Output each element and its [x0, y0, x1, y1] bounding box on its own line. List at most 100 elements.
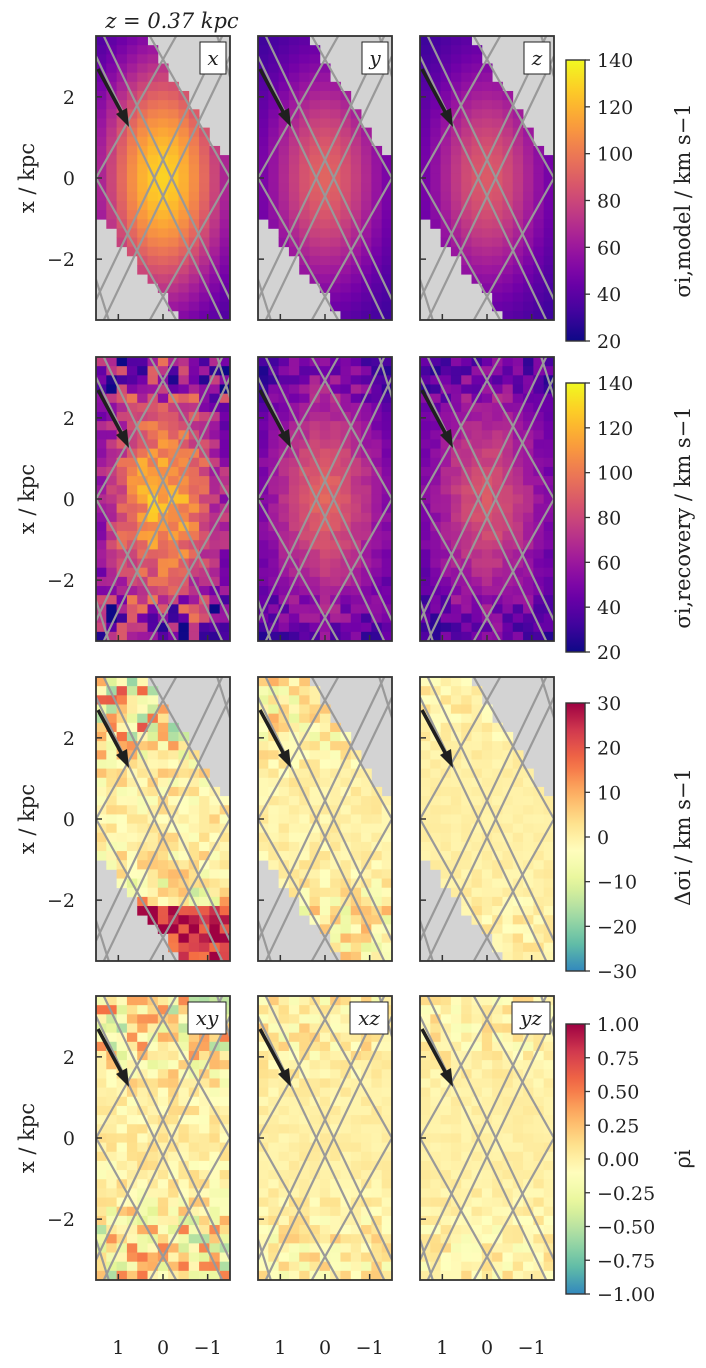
heatmap-cell: [461, 1261, 472, 1272]
heatmap-cell: [147, 1160, 159, 1171]
heatmap-cell: [502, 173, 514, 183]
heatmap-cell: [502, 823, 514, 834]
heatmap-cell: [440, 1206, 452, 1217]
heatmap-cell: [96, 210, 107, 220]
heatmap-cell: [309, 411, 321, 422]
heatmap-cell: [450, 677, 462, 687]
heatmap-cell: [471, 1160, 483, 1171]
heatmap-cell: [330, 869, 341, 879]
heatmap-cell: [258, 1069, 269, 1079]
heatmap-cell: [330, 255, 341, 266]
component-tag-box: [349, 1001, 389, 1035]
heatmap-cell: [157, 1124, 169, 1134]
heatmap-cell: [209, 191, 221, 202]
heatmap-cell: [450, 996, 462, 1006]
guide-line: [216, 677, 230, 718]
heatmap-cell: [157, 164, 169, 174]
heatmap-cell: [219, 1261, 230, 1272]
heatmap-cell: [137, 1041, 148, 1052]
heatmap-cell: [288, 366, 300, 376]
heatmap-cell: [126, 741, 138, 751]
heatmap-cell: [278, 375, 290, 385]
heatmap-cell: [137, 164, 148, 174]
heatmap-cell: [126, 1014, 138, 1024]
heatmap-cell: [106, 1023, 118, 1034]
heatmap-cell: [116, 631, 128, 641]
heatmap-cell: [420, 466, 431, 477]
heatmap-cell: [512, 942, 524, 953]
heatmap-cell: [96, 1014, 107, 1024]
heatmap-cell: [371, 1124, 383, 1134]
heatmap-cell: [106, 219, 118, 229]
heatmap-cell: [199, 210, 210, 220]
heatmap-cell: [258, 466, 269, 477]
heatmap-cell: [258, 622, 269, 633]
heatmap-cell: [147, 549, 159, 559]
heatmap-cell: [96, 54, 107, 64]
heatmap-cell: [219, 1078, 230, 1089]
heatmap-cell: [188, 1261, 200, 1272]
heatmap-cell: [461, 1005, 472, 1015]
heatmap-cell: [543, 265, 554, 275]
heatmap-cell: [523, 274, 534, 284]
heatmap-cell: [157, 200, 169, 211]
colorbar-tick-label: 40: [597, 284, 621, 306]
heatmap-cell: [533, 393, 545, 404]
heatmap-cell: [157, 540, 169, 550]
heatmap-cell: [543, 274, 554, 284]
heatmap-cell: [492, 448, 503, 459]
heatmap-cell: [258, 210, 269, 220]
heatmap-cell: [309, 1124, 321, 1134]
heatmap-cell: [319, 200, 331, 211]
heatmap-cell: [309, 613, 321, 624]
guide-line: [420, 279, 434, 320]
heatmap-cell: [126, 210, 138, 220]
heatmap-cell: [106, 558, 118, 569]
heatmap-cell: [147, 54, 159, 64]
heatmap-cell: [299, 100, 310, 110]
heatmap-cell: [471, 1069, 483, 1079]
heatmap-cell: [350, 494, 362, 504]
heatmap-cell: [523, 586, 534, 596]
heatmap-cell: [309, 1160, 321, 1171]
heatmap-cell: [309, 869, 321, 879]
guide-line: [264, 376, 392, 641]
heatmap-cell: [381, 1041, 392, 1052]
heatmap-cell: [523, 558, 534, 569]
heatmap-cell: [168, 1124, 179, 1134]
heatmap-cell: [168, 1225, 179, 1235]
heatmap-cell: [137, 1261, 148, 1272]
heatmap-cell: [523, 136, 534, 147]
heatmap-cell: [199, 996, 210, 1006]
heatmap-cell: [481, 713, 493, 724]
guide-line: [472, 177, 554, 320]
heatmap-cell: [523, 1115, 534, 1125]
heatmap-cell: [299, 996, 310, 1006]
heatmap-cell: [268, 1124, 280, 1134]
heatmap-cell: [96, 841, 107, 852]
heatmap-cell: [268, 1234, 280, 1244]
heatmap-cell: [137, 906, 148, 916]
heatmap-cell: [461, 695, 472, 705]
heatmap-cell: [420, 558, 431, 569]
heatmap-cell: [502, 1096, 514, 1107]
heatmap-cell: [350, 145, 362, 156]
heatmap-cell: [147, 1014, 159, 1024]
heatmap-cell: [523, 1151, 534, 1162]
heatmap-cell: [461, 567, 472, 578]
heatmap-cell: [278, 173, 290, 183]
heatmap-cell: [96, 100, 107, 110]
heatmap-cell: [440, 466, 452, 477]
heatmap-cell: [168, 375, 179, 385]
heatmap-cell: [471, 869, 483, 879]
heatmap-cell: [199, 191, 210, 202]
guide-line: [378, 357, 392, 398]
heatmap-cell: [309, 402, 321, 413]
heatmap-cell: [533, 1243, 545, 1253]
heatmap-cell: [543, 1206, 554, 1217]
heatmap-cell: [502, 357, 514, 367]
heatmap-cell: [268, 741, 280, 751]
heatmap-cell: [361, 421, 372, 431]
heatmap-cell: [299, 860, 310, 870]
heatmap-cell: [350, 823, 362, 834]
